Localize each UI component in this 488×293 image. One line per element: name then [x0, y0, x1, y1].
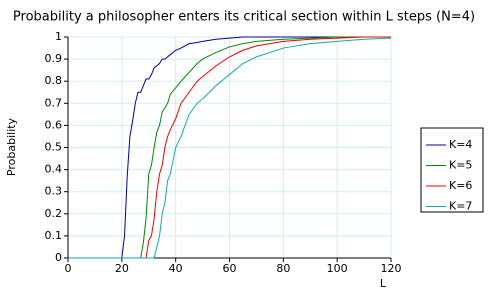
y-tick-label: 0.4	[45, 163, 63, 176]
y-tick-label: 0.8	[45, 74, 63, 87]
x-tick-label: 40	[169, 262, 183, 275]
legend-label: K=5	[449, 159, 472, 172]
x-tick-label: 0	[65, 262, 72, 275]
y-tick-label: 0.3	[45, 185, 63, 198]
y-tick-label: 0	[55, 251, 62, 264]
legend-label: K=4	[449, 138, 472, 151]
y-tick-label: 0.6	[45, 118, 63, 131]
x-tick-label: 120	[381, 262, 402, 275]
y-tick-label: 0.1	[45, 229, 63, 242]
legend-label: K=6	[449, 179, 472, 192]
x-tick-label: 100	[327, 262, 348, 275]
x-tick-label: 20	[115, 262, 129, 275]
y-tick-label: 0.2	[45, 207, 63, 220]
legend-label: K=7	[449, 200, 472, 213]
chart-title: Probability a philosopher enters its cri…	[13, 10, 475, 25]
y-axis-label: Probability	[5, 117, 18, 176]
x-axis-label: L	[380, 277, 387, 290]
y-tick-label: 0.7	[45, 96, 63, 109]
y-tick-label: 0.5	[45, 141, 63, 154]
y-tick-label: 1	[55, 30, 62, 43]
x-tick-label: 60	[223, 262, 237, 275]
series-line	[68, 37, 392, 259]
x-tick-label: 80	[276, 262, 290, 275]
series-line	[68, 36, 391, 259]
legend-box	[420, 127, 484, 213]
y-tick-label: 0.9	[45, 52, 63, 65]
